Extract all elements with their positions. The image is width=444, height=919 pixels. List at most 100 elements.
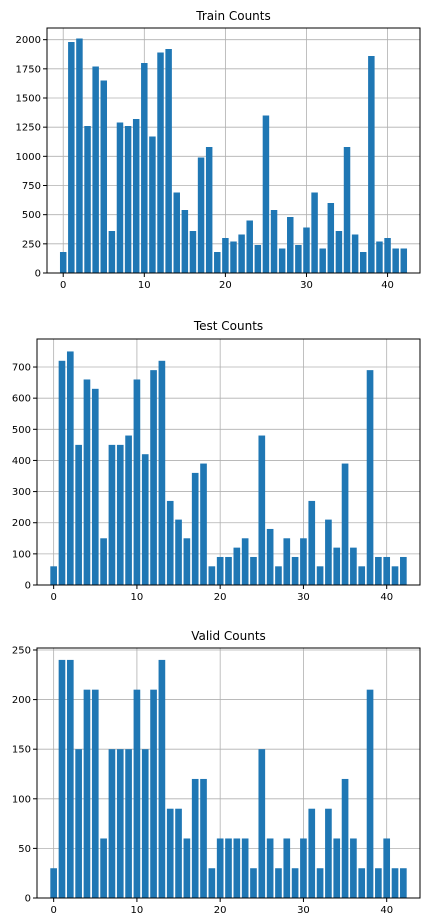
test-counts-title: Test Counts <box>193 319 263 333</box>
valid-counts-bar <box>150 689 157 898</box>
valid-counts-bar <box>333 838 341 898</box>
valid-counts-bar <box>66 659 74 898</box>
valid-counts-y-tick-label: 250 <box>12 645 31 656</box>
valid-counts-bar <box>316 868 324 898</box>
test-counts-bar <box>183 538 191 585</box>
test-counts-bar <box>141 454 149 585</box>
train-counts-bar <box>376 241 383 273</box>
train-counts-bar <box>108 231 116 273</box>
test-counts-bar <box>191 472 199 585</box>
test-counts-bar <box>400 556 407 585</box>
train-counts-bar <box>205 147 213 273</box>
valid-counts-bar <box>283 838 291 898</box>
valid-counts-bar <box>200 778 207 898</box>
train-counts-bar <box>230 241 237 273</box>
train-counts-bar <box>157 52 164 273</box>
valid-counts-bar <box>366 689 374 898</box>
train-counts-bar <box>351 234 359 273</box>
train-counts-y-tick-label: 250 <box>22 239 41 250</box>
valid-counts-bar <box>58 659 66 898</box>
train-counts-bar <box>254 245 262 273</box>
valid-counts-bar <box>258 749 266 898</box>
train-counts-x-tick-label: 0 <box>60 280 66 291</box>
train-counts-x-tick-label: 30 <box>300 280 313 291</box>
valid-counts-chart: 0 10 20 30 40 0 50 100 150 200 250 Valid Counts <box>12 629 421 916</box>
train-counts-bar <box>246 220 253 273</box>
train-counts-chart: 0 10 20 30 40 0 250 500 750 1000 1250 1500 1750 2000 T… <box>16 9 421 291</box>
test-counts-y-tick-label: 500 <box>12 425 31 436</box>
test-counts-bar <box>383 556 391 585</box>
valid-counts-bar <box>300 838 307 898</box>
train-counts-bar <box>181 210 189 273</box>
test-counts-bar <box>341 463 349 585</box>
train-counts-bar <box>311 192 318 273</box>
train-counts-bar <box>270 210 278 273</box>
test-counts-bar <box>66 351 74 585</box>
test-counts-y-tick-label: 300 <box>12 487 31 498</box>
train-counts-y-tick-label: 2000 <box>16 35 41 46</box>
test-counts-bar <box>233 547 241 585</box>
train-counts-bar <box>278 248 286 273</box>
valid-counts-x-tick-label: 10 <box>131 905 144 916</box>
valid-counts-bar <box>108 749 116 898</box>
test-counts-x-tick-label: 10 <box>131 592 144 603</box>
valid-counts-y-tick-label: 50 <box>18 844 31 855</box>
valid-counts-bar <box>208 868 216 898</box>
train-counts-bar <box>124 126 132 273</box>
test-counts-bar <box>100 538 107 585</box>
test-counts-bar <box>125 435 132 585</box>
valid-counts-x-tick-label: 20 <box>214 905 227 916</box>
valid-counts-bar <box>225 838 232 898</box>
valid-counts-title: Valid Counts <box>191 629 266 643</box>
test-counts-plot-frame <box>36 338 421 586</box>
test-counts-bar <box>358 566 366 585</box>
test-counts-bar <box>283 538 291 585</box>
valid-counts-bar <box>308 808 316 898</box>
valid-counts-bar <box>175 808 182 898</box>
valid-counts-bar <box>191 778 199 898</box>
train-counts-y-tick-label: 750 <box>22 181 41 192</box>
test-counts-bar <box>175 519 182 585</box>
valid-counts-bar <box>83 689 91 898</box>
test-counts-y-tick-label: 0 <box>25 581 31 592</box>
test-counts-bar <box>133 379 141 585</box>
test-counts-bar <box>75 444 82 585</box>
valid-counts-bar <box>350 838 357 898</box>
test-counts-bar <box>83 379 91 585</box>
train-counts-bar <box>149 136 156 273</box>
valid-counts-y-tick-label: 200 <box>12 695 31 706</box>
train-counts-bar <box>343 147 351 273</box>
test-counts-bar <box>225 556 232 585</box>
train-counts-bar <box>100 80 108 273</box>
test-counts-bar <box>250 556 257 585</box>
train-counts-bar <box>173 192 180 273</box>
test-counts-y-tick-label: 200 <box>12 518 31 529</box>
valid-counts-bar <box>383 838 391 898</box>
train-counts-y-tick-label: 1250 <box>16 123 41 134</box>
valid-counts-bar <box>358 868 366 898</box>
test-counts-bar <box>391 566 399 585</box>
valid-counts-y-tick-label: 150 <box>12 745 31 756</box>
test-counts-bar <box>350 547 357 585</box>
train-counts-bar <box>92 66 99 273</box>
valid-counts-bar <box>100 838 107 898</box>
train-counts-x-tick-label: 20 <box>219 280 232 291</box>
test-counts-y-tick-label: 400 <box>12 456 31 467</box>
valid-counts-x-tick-label: 0 <box>50 905 56 916</box>
test-counts-x-tick-label: 0 <box>50 592 56 603</box>
test-counts-bar <box>366 370 374 585</box>
test-counts-bar <box>258 435 266 585</box>
train-counts-y-tick-label: 500 <box>22 210 41 221</box>
valid-counts-bar <box>216 838 224 898</box>
train-counts-bar <box>189 231 197 273</box>
train-counts-bar <box>368 56 375 273</box>
test-counts-bar <box>58 360 66 585</box>
test-counts-bar <box>208 566 216 585</box>
valid-counts-bar <box>133 689 141 898</box>
train-counts-bar <box>359 252 367 273</box>
valid-counts-bar <box>391 868 399 898</box>
valid-counts-bar <box>116 749 124 898</box>
train-counts-bar <box>295 245 302 273</box>
test-counts-y-tick-label: 600 <box>12 394 31 405</box>
train-counts-x-tick-label: 40 <box>381 280 394 291</box>
